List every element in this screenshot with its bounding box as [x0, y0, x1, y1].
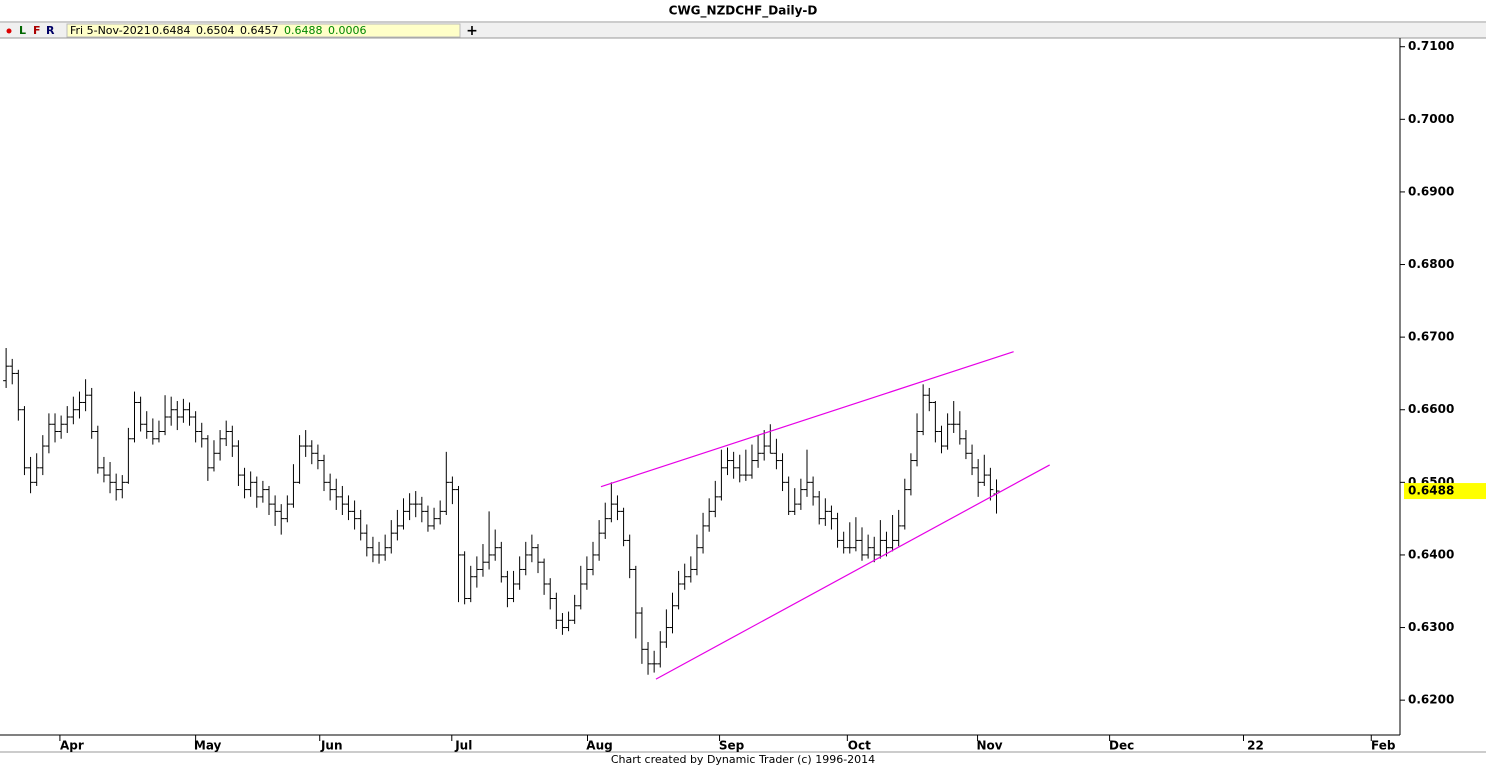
- x-tick-label: Dec: [1109, 739, 1134, 753]
- y-tick-label: 0.7000: [1408, 112, 1454, 126]
- last-price-box: [1404, 483, 1486, 500]
- toolbar-button[interactable]: L: [19, 24, 26, 37]
- y-tick-label: 0.6600: [1408, 402, 1454, 416]
- info-box: [66, 23, 461, 38]
- toolbar-button[interactable]: R: [46, 24, 55, 37]
- info-open: 0.6484: [152, 24, 191, 37]
- footer: Chart created by Dynamic Trader (c) 1996…: [611, 753, 875, 766]
- x-tick-label: Apr: [60, 739, 84, 753]
- x-tick-label: Aug: [586, 739, 612, 753]
- add-button[interactable]: +: [466, 23, 478, 39]
- trendline: [655, 464, 1050, 680]
- info-change: 0.0006: [328, 24, 367, 37]
- info-low: 0.6457: [240, 24, 279, 37]
- y-tick-label: 0.6900: [1408, 184, 1454, 198]
- x-tick-label: Feb: [1371, 739, 1396, 753]
- y-tick-label: 0.6800: [1408, 257, 1454, 271]
- y-tick-label: 0.6300: [1408, 620, 1454, 634]
- info-high: 0.6504: [196, 24, 235, 37]
- y-tick-label: 0.6200: [1408, 693, 1454, 707]
- x-tick-label: Nov: [976, 739, 1002, 753]
- toolbar-button[interactable]: F: [33, 24, 41, 37]
- status-dot: [6, 28, 12, 34]
- x-tick-label: May: [194, 739, 222, 753]
- chart-title: CWG_NZDCHF_Daily-D: [669, 4, 818, 19]
- x-tick-label: Oct: [848, 739, 871, 753]
- info-close: 0.6488: [284, 24, 323, 37]
- x-tick-label: 22: [1247, 739, 1264, 753]
- trendline: [600, 351, 1014, 488]
- y-tick-label: 0.6400: [1408, 547, 1454, 561]
- y-tick-label: 0.7100: [1408, 39, 1454, 53]
- x-tick-label: Sep: [719, 739, 745, 753]
- x-tick-label: Jul: [454, 739, 472, 753]
- y-tick-label: 0.6700: [1408, 330, 1454, 344]
- last-price-label: 0.6488: [1408, 484, 1454, 498]
- info-date: Fri 5-Nov-2021: [70, 24, 151, 37]
- x-tick-label: Jun: [320, 739, 343, 753]
